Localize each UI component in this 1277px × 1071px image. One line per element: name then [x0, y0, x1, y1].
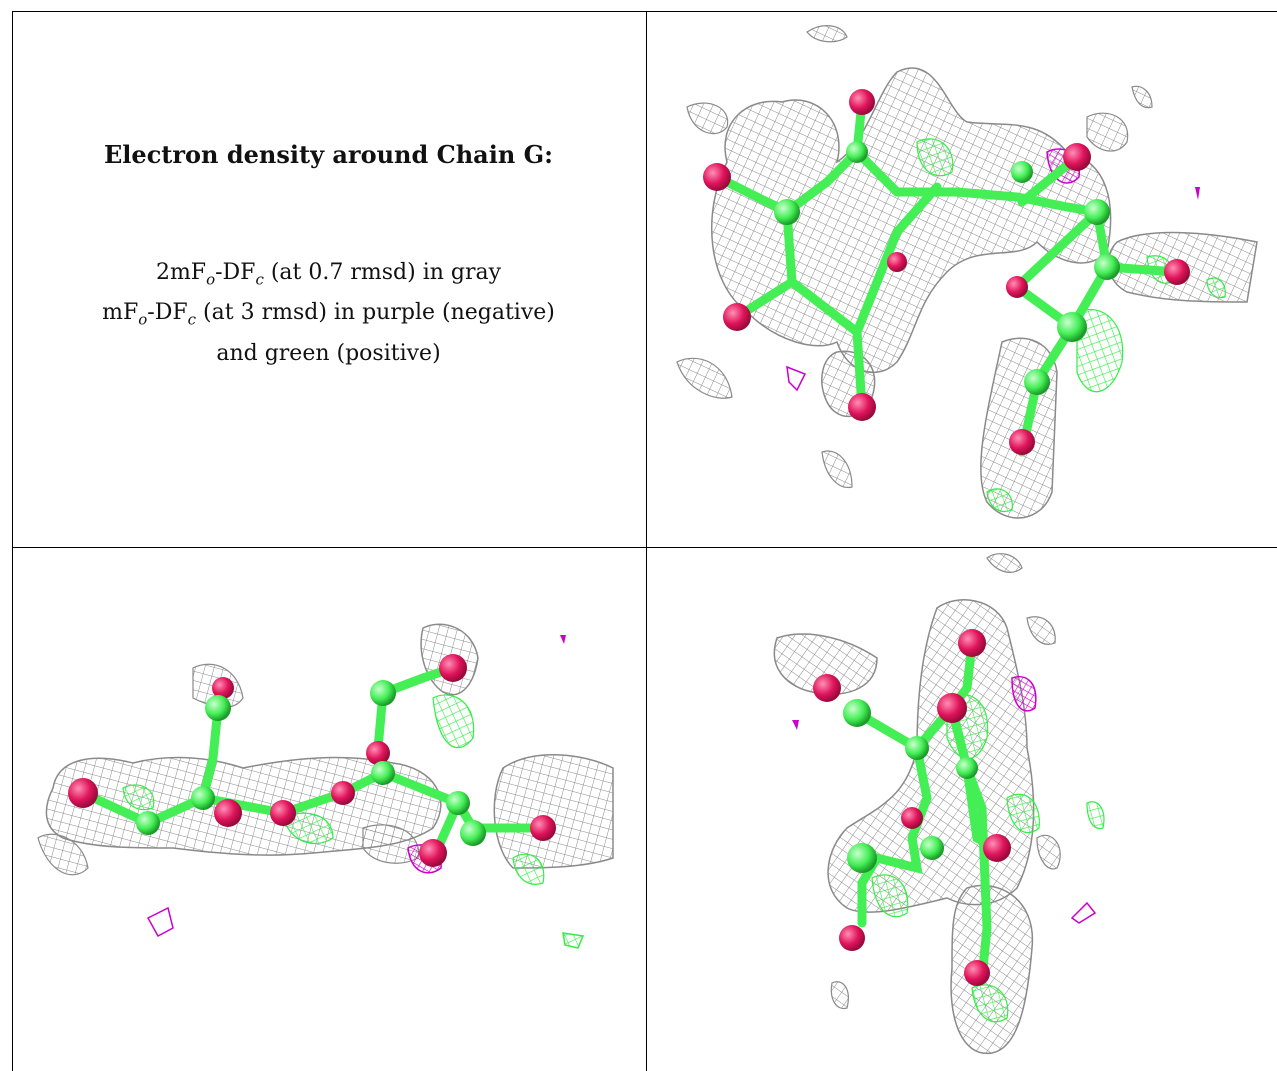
- purple-mesh-negative: [792, 676, 1097, 924]
- legend-line-2mfo: 2mFo-DFc (at 0.7 rmsd) in gray: [12, 256, 645, 296]
- atoms: [68, 654, 556, 867]
- legend-1-sub1: o: [206, 270, 216, 289]
- density-view-bottom-left: [13, 548, 646, 1071]
- legend-text: 2mFo-DFc (at 0.7 rmsd) in gray mFo-DFc (…: [12, 256, 645, 371]
- legend-1-sub2: c: [255, 270, 264, 289]
- density-view-bottom-right: [647, 548, 1277, 1071]
- caption-cell: Electron density around Chain G: 2mFo-DF…: [12, 12, 645, 547]
- green-mesh-positive: [916, 138, 1226, 513]
- legend-line-mfo: mFo-DFc (at 3 rmsd) in purple (negative): [12, 296, 645, 336]
- density-view-top-right: [647, 12, 1277, 547]
- atoms: [813, 629, 1011, 986]
- legend-2-sub1: o: [138, 310, 148, 329]
- figure-title: Electron density around Chain G:: [104, 140, 553, 169]
- atoms: [703, 89, 1190, 455]
- legend-2-sub2: c: [187, 310, 197, 329]
- green-mesh-positive: [122, 694, 585, 949]
- legend-2-suffix: (at 3 rmsd) in purple (negative): [196, 300, 555, 326]
- table-border-left: [12, 11, 13, 1071]
- legend-1-suffix: (at 0.7 rmsd) in gray: [263, 260, 502, 285]
- table-border-top: [12, 11, 1277, 12]
- table-border-center: [646, 11, 647, 1071]
- legend-line-3: and green (positive): [216, 340, 441, 366]
- legend-1-prefix: 2mF: [155, 260, 207, 285]
- legend-2-mid: -DF: [147, 300, 188, 326]
- table-border-middle: [12, 547, 1277, 548]
- legend-1-mid: -DF: [215, 260, 256, 285]
- legend-2-prefix: mF: [102, 300, 139, 326]
